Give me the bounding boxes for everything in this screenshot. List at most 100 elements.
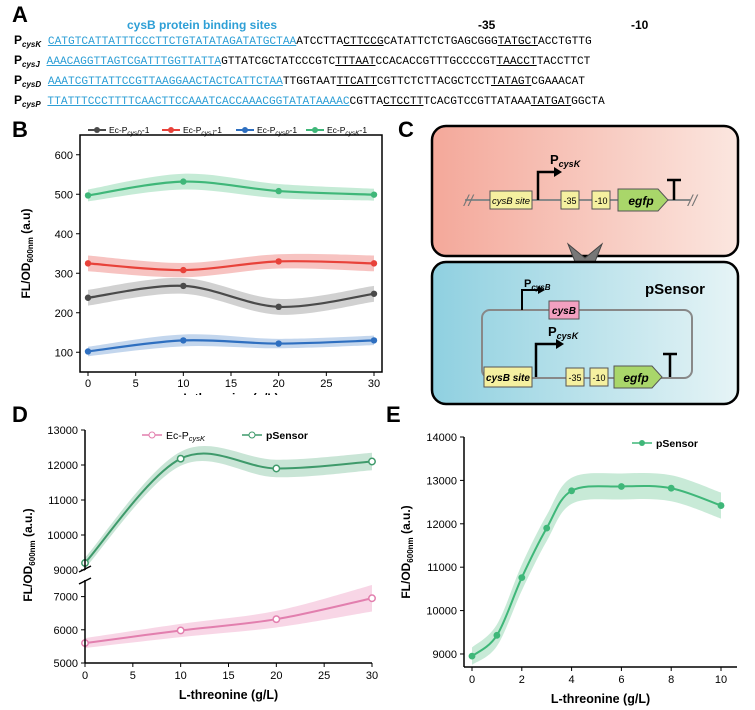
minus35-seq: TTTAAT	[335, 56, 376, 68]
series-line-cysK	[87, 180, 375, 197]
x-tick-label: 30	[368, 378, 380, 390]
data-point-cysD	[370, 290, 378, 297]
y-tick-label: 100	[55, 347, 73, 359]
bottom-minus10-label: -10	[592, 373, 605, 383]
promoter-name: P	[14, 33, 23, 47]
bottom-terminator	[663, 352, 677, 377]
series-line-pSensor	[84, 452, 373, 564]
spacer2-seq: CGTTCTCTTACGCTCCT	[376, 76, 491, 88]
band-cysK	[88, 173, 374, 202]
spacer2-seq: CCACACCGTTTGCCCCGT	[375, 56, 497, 68]
y-tick-label: 5000	[54, 658, 78, 670]
legend-marker	[168, 127, 174, 133]
pcysb-arrow	[521, 289, 540, 310]
legend-marker	[312, 127, 318, 133]
bottom-cysb-site-label: cysB site	[486, 373, 530, 384]
data-point-psensor	[543, 524, 551, 532]
band-cysK	[85, 584, 372, 649]
minus35-seq: TTCATT	[336, 76, 377, 88]
x-tick-label: 8	[668, 674, 674, 686]
data-point-psensor	[468, 652, 476, 660]
x-tick-label: 5	[133, 378, 139, 390]
x-tick-label: 10	[175, 670, 187, 682]
chart-b: 100 200 300 400 500 600 0 5 10 15 20 25 30 L-threonin…	[19, 125, 383, 395]
band-cysP	[88, 334, 374, 357]
minus35-label: -35	[478, 18, 496, 32]
x-tick-label: 10	[177, 378, 189, 390]
y-tick-label: 13000	[426, 475, 457, 487]
spacer2-seq: CATATTCTCTGAGCGGG	[383, 36, 498, 48]
x-tick-label: 0	[85, 378, 91, 390]
svg-text:PcysK: PcysK	[550, 152, 582, 169]
promoter-name: P	[14, 53, 23, 67]
spacer-seq: TTGGTAAT	[282, 76, 337, 88]
data-point-psensor	[667, 484, 675, 492]
binding-site-seq: TTATTTCCCTTTTCAACTTCCAAATCACCAAACGGTATAT…	[47, 96, 350, 108]
cysb-gene-label: cysB	[552, 306, 576, 317]
promoter-subscript: cysJ	[22, 60, 40, 70]
x-tick-label: 20	[273, 378, 285, 390]
top-egfp-label: egfp	[628, 194, 653, 208]
data-point-cysD	[275, 303, 282, 311]
promoter-subscript: cysK	[22, 40, 42, 50]
data-point-psensor	[568, 487, 575, 495]
y-tick-label: 500	[55, 189, 73, 201]
sequence-row-cysJ: PcysJ AAACAGGTTAGTCGATTTGGTTATTAGTTATCGC…	[14, 53, 590, 69]
top-cysb-site	[489, 190, 533, 210]
legend-marker	[148, 431, 156, 439]
minus35-seq: CTTCCG	[343, 36, 384, 48]
chart-d: 9000 10000 11000 12000 13000 5000 6000 7000 0 5 10…	[21, 425, 378, 702]
bottom-minus35-label: -35	[568, 373, 581, 383]
panel-d-letter: D	[12, 402, 28, 427]
data-point-cysD	[84, 294, 92, 301]
x-tick-label: 10	[715, 674, 727, 686]
y-tick-label: 11000	[48, 495, 78, 507]
top-construct-box	[430, 124, 740, 258]
sequence-row-cysD: PcysD AAATCGTTATTCCGTTAAGGAACTACTCATTCTA…	[14, 73, 585, 89]
data-point-cysK	[84, 192, 92, 199]
y-axis-label: FL/OD600nm (a.u.)	[21, 508, 37, 601]
y-tick-label: 10000	[47, 530, 78, 542]
axis-break-mark	[78, 565, 92, 573]
data-point-cysK	[180, 178, 187, 185]
data-point-cysP	[84, 348, 92, 355]
data-point-psensor	[717, 502, 725, 509]
legend-entry: pSensor	[656, 438, 698, 450]
data-point-cysD	[180, 282, 187, 290]
x-tick-label: 0	[82, 670, 88, 682]
data-point-cysK	[370, 191, 378, 198]
data-point-cysJ	[84, 260, 92, 267]
x-tick-label: 2	[519, 674, 525, 686]
y-tick-label: 11000	[427, 562, 457, 574]
y-tick-label: 600	[55, 150, 73, 162]
promoter-name: P	[14, 73, 23, 87]
series-line-cysD	[87, 284, 375, 308]
spacer2-seq: TCACGTCCGTTATAAA	[423, 96, 531, 108]
bottom-cysb-site	[483, 366, 533, 388]
y-tick-label: 10000	[426, 606, 457, 618]
y-tick-label: 400	[55, 229, 73, 241]
y-tick-label: 9000	[433, 649, 457, 661]
series-line-cysJ	[87, 260, 375, 272]
legend-entry: Ec-PcysP-1	[257, 125, 297, 137]
y-tick-label: 6000	[54, 625, 78, 637]
bottom-egfp-label: egfp	[623, 371, 648, 385]
data-point-psensor	[618, 483, 625, 490]
y-axis-label: FL/OD600nm (a.u.)	[399, 505, 415, 598]
psensor-title: pSensor	[645, 281, 705, 298]
spacer-seq: GTTATCGCTATCCCGTC	[221, 56, 336, 68]
spacer-seq: CGTTA	[349, 96, 384, 108]
legend-marker	[94, 127, 100, 133]
minus10-seq: TATAGT	[491, 76, 532, 88]
x-tick-label: 25	[320, 378, 332, 390]
top-minus10-label: -10	[594, 196, 607, 206]
y-tick-label: 300	[55, 268, 73, 280]
legend-marker	[639, 440, 645, 446]
top-minus10-box	[591, 190, 611, 210]
series-line-psensor	[471, 484, 722, 657]
x-tick-label: 30	[366, 670, 378, 682]
data-point-cysK	[275, 187, 282, 195]
data-point-psensor	[518, 574, 526, 582]
tail-seq: ACCTGTTG	[538, 36, 592, 48]
data-point-cysJ	[275, 258, 282, 265]
